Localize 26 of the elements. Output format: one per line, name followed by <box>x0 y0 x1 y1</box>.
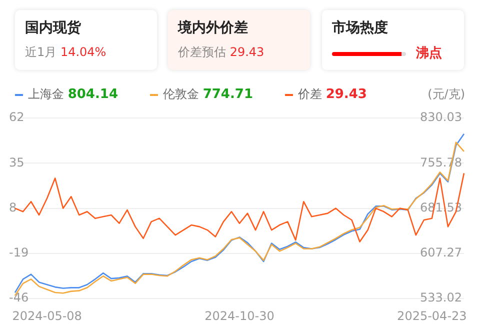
text: 境内外价差 <box>178 18 249 38</box>
text: 国内现货 <box>25 19 82 38</box>
legend-label: 上海金 <box>28 87 64 101</box>
y-tick-label: 8 <box>9 200 17 214</box>
x-tick-label: 2025-04-23 <box>397 308 467 323</box>
text: 市场热度 <box>332 18 389 38</box>
text: 774.71 <box>202 87 253 102</box>
legend-label: 伦敦金 <box>163 87 199 101</box>
y2-tick-label: 830.03 <box>420 110 462 124</box>
y2-tick-label: 607.27 <box>420 246 462 260</box>
y2-tick-label: 533.02 <box>420 290 462 305</box>
y-tick-label: -46 <box>9 290 29 305</box>
text: 804.14 <box>68 87 118 102</box>
text: 价差预估 <box>178 45 226 59</box>
text: 14.04% <box>60 45 106 59</box>
x-tick-label: 2024-05-08 <box>12 308 82 323</box>
y-tick-label: 62 <box>9 110 24 124</box>
legend-label: 价差 <box>298 87 322 101</box>
text: 29.43 <box>230 45 264 59</box>
text: 近1月 <box>25 45 57 59</box>
y-tick-label: -19 <box>9 246 29 260</box>
text: 29.43 <box>326 87 367 102</box>
y-tick-label: 35 <box>9 155 24 170</box>
y2-axis-title: (元/克) <box>428 86 465 103</box>
text: 沸点 <box>416 46 442 61</box>
x-tick-label: 2024-10-30 <box>204 308 274 323</box>
